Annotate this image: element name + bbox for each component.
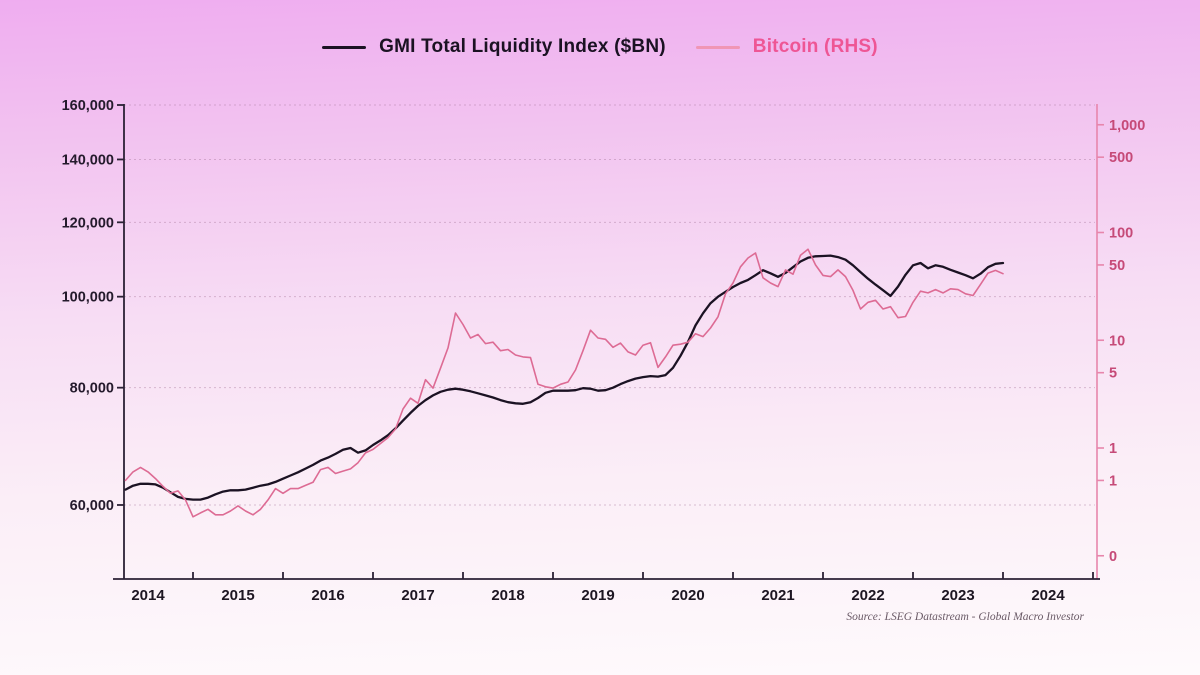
right-axis-tick-label: 10 [1109,333,1125,349]
left-axis-tick-label: 120,000 [62,215,114,231]
chart-legend: GMI Total Liquidity Index ($BN) Bitcoin … [0,36,1200,58]
x-axis-tick-label: 2020 [671,587,704,604]
right-axis-tick-label: 500 [1109,150,1133,166]
right-axis-tick-label: 1 [1109,473,1117,489]
right-axis-tick-label: 1,000 [1109,118,1145,134]
bitcoin-line-swatch [695,45,740,49]
right-axis-tick-label: 5 [1109,366,1117,382]
source-note: Source: LSEG Datastream - Global Macro I… [846,611,1084,623]
x-axis-tick-label: 2016 [311,587,344,604]
legend-item-bitcoin: Bitcoin (RHS) [695,36,878,58]
x-axis-tick-label: 2023 [941,587,974,604]
bitcoin-legend-label: Bitcoin (RHS) [752,36,878,57]
gmi-legend-label: GMI Total Liquidity Index ($BN) [379,36,666,57]
x-axis-tick-label: 2015 [221,587,254,604]
left-axis-tick-label: 60,000 [70,498,114,514]
x-axis-tick-label: 2017 [401,587,434,604]
x-axis-tick-label: 2024 [1031,587,1065,604]
x-axis-tick-label: 2019 [581,587,614,604]
bitcoin-series-line [124,248,1004,518]
right-axis-tick-label: 0 [1109,549,1117,565]
x-axis-tick-label: 2021 [761,587,794,604]
left-axis-tick-label: 140,000 [62,152,114,168]
right-axis-tick-label: 1 [1109,441,1117,457]
left-axis-tick-label: 160,000 [62,98,114,114]
right-axis-tick-label: 50 [1109,258,1125,274]
x-axis-tick-label: 2014 [131,587,165,604]
legend-item-gmi: GMI Total Liquidity Index ($BN) [322,36,666,58]
x-axis-tick-label: 2022 [851,587,884,604]
gmi-series-line [124,254,1005,501]
right-axis-tick-label: 100 [1109,226,1133,242]
left-axis-tick-label: 80,000 [70,381,114,397]
x-axis-tick-label: 2018 [491,587,524,604]
left-axis-tick-label: 100,000 [62,290,114,306]
gmi-line-swatch [322,45,367,49]
